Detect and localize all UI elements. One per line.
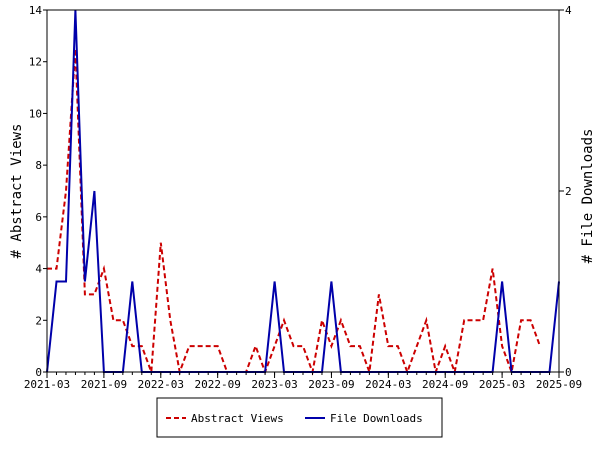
x-tick-label: 2022-09 xyxy=(194,378,240,391)
y-left-tick-label: 4 xyxy=(35,263,42,276)
y-axis-right-label: # File Downloads xyxy=(580,129,596,264)
legend-box xyxy=(156,397,443,438)
y-left-tick-label: 8 xyxy=(35,159,42,172)
x-tick-label: 2023-09 xyxy=(308,378,354,391)
x-tick-label: 2025-09 xyxy=(536,378,582,391)
legend-label-views: Abstract Views xyxy=(191,412,284,425)
y-left-tick-label: 10 xyxy=(29,107,42,120)
x-tick-label: 2021-03 xyxy=(24,378,70,391)
y-right-tick-label: 0 xyxy=(565,366,572,379)
y-left-tick-label: 14 xyxy=(29,4,43,17)
x-tick-label: 2025-03 xyxy=(479,378,525,391)
legend: Abstract Views File Downloads xyxy=(156,397,443,438)
x-tick-label: 2023-03 xyxy=(251,378,297,391)
legend-label-downloads: File Downloads xyxy=(330,412,423,425)
y-left-tick-label: 6 xyxy=(35,211,42,224)
y-left-tick-label: 2 xyxy=(35,314,42,327)
x-tick-label: 2024-03 xyxy=(365,378,411,391)
series-line-abstract-views xyxy=(47,48,541,376)
y-left-tick-label: 12 xyxy=(29,56,42,69)
axes: 0 2 4 6 8 10 12 14 0 2 4 2021-03 2021-09 2022-03 2022-… xyxy=(24,4,582,391)
series-line-file-downloads xyxy=(46,9,560,373)
x-tick-label: 2024-09 xyxy=(422,378,468,391)
y-right-tick-label: 4 xyxy=(565,4,572,17)
y-right-tick-label: 2 xyxy=(565,185,572,198)
plot-frame xyxy=(46,9,560,373)
x-tick-label: 2021-09 xyxy=(81,378,127,391)
y-left-tick-label: 0 xyxy=(35,366,42,379)
x-tick-label: 2022-03 xyxy=(138,378,184,391)
plot-area xyxy=(46,9,560,376)
y-axis-left-label: # Abstract Views xyxy=(9,124,25,259)
